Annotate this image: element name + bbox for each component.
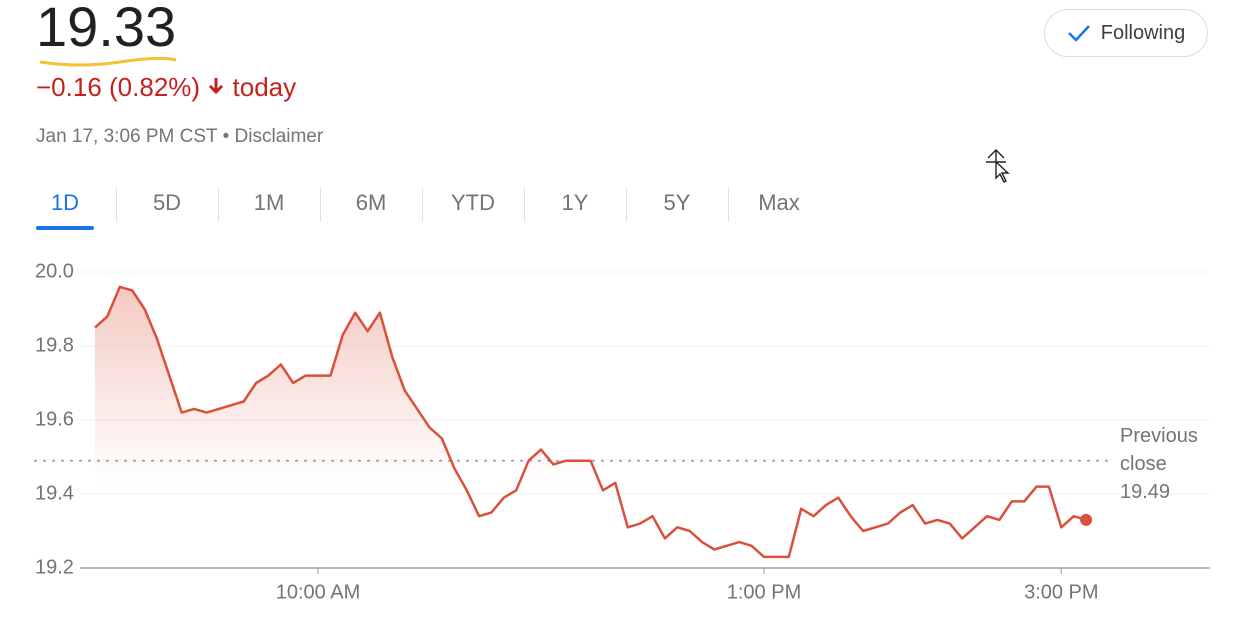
check-icon [1067, 25, 1090, 42]
timestamp: Jan 17, 3:06 PM CST [36, 126, 218, 147]
change-value: −0.16 (0.82%) [36, 72, 201, 102]
y-tick-label: 20.0 [35, 260, 74, 282]
y-tick-label: 19.8 [35, 334, 74, 356]
x-tick-label: 3:00 PM [1024, 581, 1098, 603]
range-tab[interactable]: 6M [320, 184, 422, 230]
previous-close-value: 19.49 [1120, 481, 1171, 503]
range-tab[interactable]: 5Y [626, 184, 728, 230]
down-arrow [209, 78, 224, 95]
range-tab[interactable]: Max [728, 184, 830, 230]
change-suffix: today [232, 72, 297, 102]
price: 19.33 [36, 0, 177, 58]
previous-close-label: Previous close [1120, 425, 1198, 475]
x-tick-label: 1:00 PM [727, 581, 801, 603]
last-point [1080, 513, 1093, 526]
previous-close: Previous close 19.49 [1120, 422, 1220, 506]
range-tab[interactable]: YTD [422, 184, 524, 230]
range-tab[interactable]: 5D [116, 184, 218, 230]
range-tab[interactable]: 1M [218, 184, 320, 230]
y-tick-label: 19.4 [35, 482, 74, 504]
range-tab[interactable]: 1D [14, 184, 116, 230]
range-tabs: 1D 5D 1M 6M YTD 1Y 5Y Max [14, 184, 830, 230]
disclaimer[interactable]: Disclaimer [234, 126, 324, 147]
follow-label: Following [1100, 21, 1186, 44]
x-tick-label: 10:00 AM [276, 581, 361, 603]
range-tab[interactable]: 1Y [524, 184, 626, 230]
separator: • [222, 126, 230, 147]
y-tick-label: 19.2 [35, 556, 74, 578]
cursor [986, 149, 1010, 183]
price-underline [39, 56, 177, 67]
price-change: −0.16 (0.82%) today [36, 72, 296, 103]
y-tick-label: 19.6 [35, 408, 74, 430]
follow-button[interactable]: Following [1044, 9, 1208, 57]
price-line [94, 285, 1087, 559]
price-area [95, 286, 1087, 568]
timestamp-line: Jan 17, 3:06 PM CST • Disclaimer [36, 126, 323, 148]
